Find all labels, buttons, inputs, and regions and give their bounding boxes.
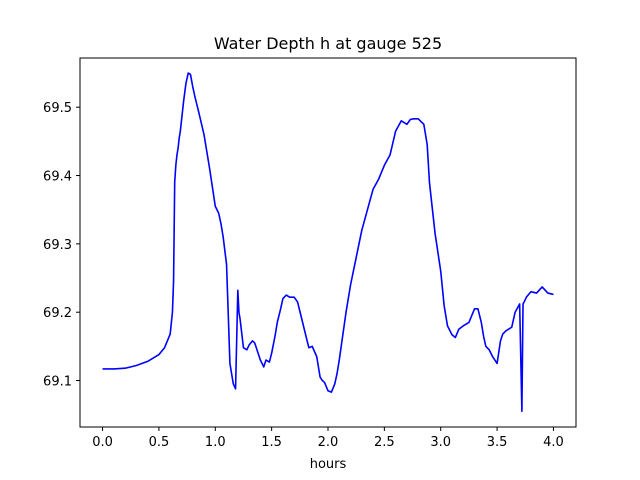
x-tick-label: 2.0 (318, 435, 339, 450)
y-tick-label: 69.1 (43, 375, 72, 390)
x-tick-label: 1.0 (205, 435, 226, 450)
x-tick-label: 3.0 (430, 435, 451, 450)
x-tick-label: 1.5 (261, 435, 282, 450)
y-tick-label: 69.2 (43, 306, 72, 321)
x-tick-label: 2.5 (374, 435, 395, 450)
x-tick-label: 4.0 (543, 435, 564, 450)
y-tick-label: 69.4 (43, 170, 72, 185)
y-axis: 69.1 69.2 69.3 69.4 69.5 (43, 101, 80, 390)
chart-title: Water Depth h at gauge 525 (214, 34, 442, 53)
y-tick-label: 69.5 (43, 101, 72, 116)
series-line (102, 72, 554, 413)
x-tick-label: 0.5 (149, 435, 170, 450)
x-axis-label: hours (310, 457, 347, 472)
x-tick-label: 3.5 (487, 435, 508, 450)
x-tick-label: 0.0 (92, 435, 113, 450)
y-tick-label: 69.3 (43, 238, 72, 253)
series-layer (102, 72, 554, 413)
x-axis: 0.0 0.5 1.0 1.5 2.0 2.5 3.0 3.5 4.0 (92, 427, 564, 450)
